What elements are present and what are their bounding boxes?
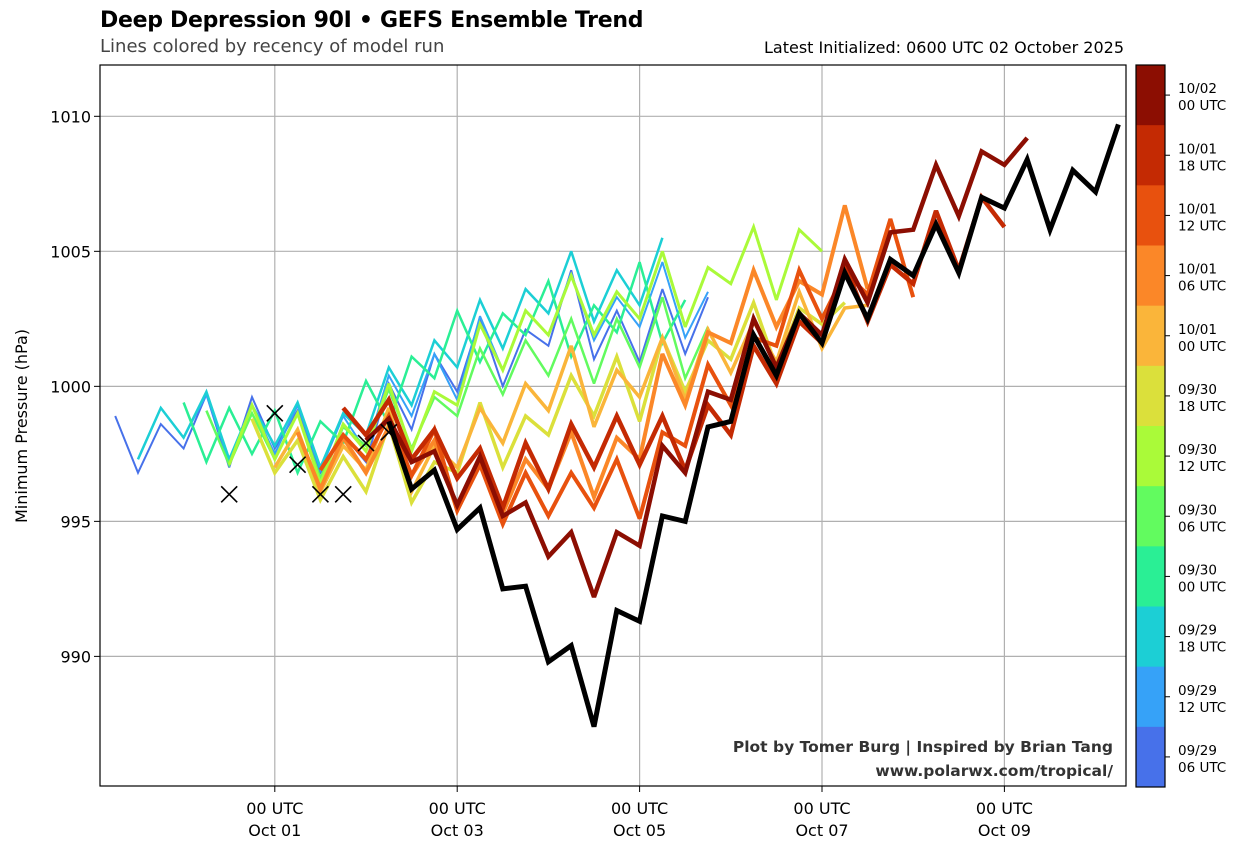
x-tick-label-time: 00 UTC bbox=[429, 799, 486, 818]
series-line bbox=[364, 136, 1029, 598]
chart-title: Deep Depression 90I • GEFS Ensemble Tren… bbox=[100, 8, 644, 33]
marker-stroke bbox=[311, 485, 329, 503]
y-tick-label: 990 bbox=[60, 647, 91, 666]
marker-stroke bbox=[289, 456, 307, 474]
colorbar-swatch bbox=[1136, 65, 1165, 126]
colorbar-label-date: 09/30 bbox=[1178, 382, 1217, 398]
colorbar-swatch bbox=[1136, 606, 1165, 668]
colorbar-label-time: 00 UTC bbox=[1178, 579, 1226, 595]
y-axis-title: Minimum Pressure (hPa) bbox=[12, 329, 31, 523]
y-tick-label: 1010 bbox=[50, 107, 91, 126]
observation-x-marker bbox=[357, 434, 375, 452]
x-tick-label-date: Oct 05 bbox=[613, 821, 666, 840]
colorbar-label-time: 12 UTC bbox=[1178, 218, 1226, 234]
colorbar-label-time: 00 UTC bbox=[1178, 98, 1226, 114]
colorbar-label-date: 09/29 bbox=[1178, 743, 1217, 759]
observation-markers bbox=[220, 404, 398, 503]
series-line bbox=[182, 261, 687, 477]
colorbar-swatch bbox=[1136, 185, 1165, 246]
marker-stroke bbox=[334, 485, 352, 503]
observation-x-marker bbox=[289, 456, 307, 474]
marker-stroke bbox=[357, 434, 375, 452]
colorbar-swatch bbox=[1136, 305, 1165, 367]
latest-initialized-label: Latest Initialized: 0600 UTC 02 October … bbox=[763, 38, 1124, 57]
series-line bbox=[136, 237, 664, 471]
y-axis-ticks: 990 995 1000 1005 1010 bbox=[50, 107, 100, 666]
marker-stroke bbox=[266, 404, 284, 422]
credit-line-2: www.polarwx.com/tropical/ bbox=[875, 762, 1113, 780]
x-tick-label-date: Oct 03 bbox=[431, 821, 484, 840]
colorbar-label-time: 18 UTC bbox=[1178, 158, 1226, 174]
x-tick-label-date: Oct 09 bbox=[978, 821, 1031, 840]
x-tick-label-date: Oct 01 bbox=[248, 821, 301, 840]
chart-subtitle: Lines colored by recency of model run bbox=[100, 36, 445, 57]
colorbar-label-date: 09/30 bbox=[1178, 502, 1217, 518]
colorbar-swatch bbox=[1136, 426, 1165, 487]
colorbar-label-date: 10/01 bbox=[1178, 141, 1217, 157]
colorbar-label-time: 06 UTC bbox=[1178, 760, 1226, 776]
series-line bbox=[250, 297, 847, 507]
colorbar-label-time: 18 UTC bbox=[1178, 640, 1226, 656]
y-tick-label: 995 bbox=[60, 512, 91, 531]
observation-x-marker bbox=[266, 404, 284, 422]
x-tick-label-time: 00 UTC bbox=[611, 799, 668, 818]
colorbar-swatch bbox=[1136, 125, 1165, 186]
colorbar-swatch bbox=[1136, 486, 1165, 547]
colorbar-swatch bbox=[1136, 666, 1165, 728]
colorbar-label-time: 12 UTC bbox=[1178, 459, 1226, 475]
colorbar-label-time: 06 UTC bbox=[1178, 519, 1226, 535]
colorbar-label-time: 12 UTC bbox=[1178, 700, 1226, 716]
x-axis-ticks: 00 UTC Oct 01 00 UTC Oct 03 00 UTC Oct 05 00 U… bbox=[246, 786, 1033, 840]
colorbar-frame bbox=[1135, 64, 1166, 788]
colorbar-label-date: 10/01 bbox=[1178, 201, 1217, 217]
x-tick-label-time: 00 UTC bbox=[246, 799, 303, 818]
observation-x-marker bbox=[380, 423, 398, 441]
observation-x-marker bbox=[220, 485, 238, 503]
x-tick-label-date: Oct 07 bbox=[795, 821, 848, 840]
observation-x-marker bbox=[311, 485, 329, 503]
x-tick-label-time: 00 UTC bbox=[793, 799, 850, 818]
colorbar-label-date: 09/30 bbox=[1178, 442, 1217, 458]
colorbar-swatch bbox=[1136, 546, 1165, 607]
plot-frame bbox=[99, 64, 1127, 787]
colorbar-label-time: 06 UTC bbox=[1178, 279, 1226, 295]
series-lines bbox=[114, 123, 1121, 728]
colorbar-label-time: 18 UTC bbox=[1178, 399, 1226, 415]
grid-lines bbox=[100, 65, 1126, 786]
y-tick-label: 1005 bbox=[50, 242, 91, 261]
observation-x-marker bbox=[334, 485, 352, 503]
colorbar-swatch bbox=[1136, 726, 1165, 788]
colorbar-label-date: 09/30 bbox=[1178, 562, 1217, 578]
colorbar-label-date: 10/01 bbox=[1178, 322, 1217, 338]
x-tick-label-time: 00 UTC bbox=[976, 799, 1033, 818]
credit-line-1: Plot by Tomer Burg | Inspired by Brian T… bbox=[733, 738, 1113, 757]
y-tick-label: 1000 bbox=[50, 377, 91, 396]
colorbar-label-date: 10/01 bbox=[1178, 262, 1217, 278]
marker-stroke bbox=[220, 485, 238, 503]
marker-stroke bbox=[380, 423, 398, 441]
series-line bbox=[386, 123, 1121, 728]
colorbar-label-date: 09/29 bbox=[1178, 623, 1217, 639]
colorbar-label-time: 00 UTC bbox=[1178, 339, 1226, 355]
colorbar-label-date: 09/29 bbox=[1178, 683, 1217, 699]
colorbar-swatch bbox=[1136, 245, 1165, 307]
colorbar-swatch bbox=[1136, 365, 1165, 427]
series-line bbox=[341, 192, 1007, 515]
colorbar-label-date: 10/02 bbox=[1178, 81, 1217, 97]
series-line bbox=[227, 222, 824, 485]
